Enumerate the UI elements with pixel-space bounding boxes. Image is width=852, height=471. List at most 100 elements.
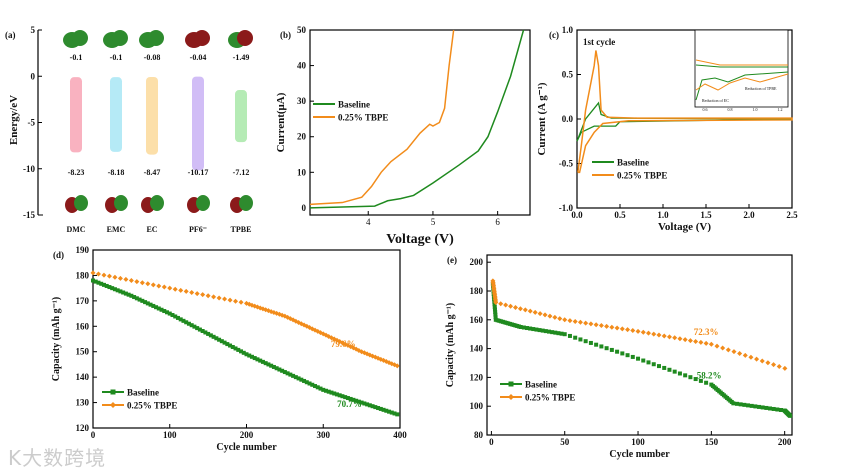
baseline-marker [365, 402, 370, 407]
baseline-marker [387, 409, 392, 414]
y-axis-label: Capacity (mAh g⁻¹) [51, 297, 62, 381]
legend-label: 0.25% TBPE [617, 171, 667, 181]
x-tick-label: 400 [393, 430, 407, 440]
tbpe-marker [498, 301, 504, 307]
inset-annotation: Reduction of EC [702, 98, 729, 103]
y-tick-label: 0.0 [562, 114, 574, 124]
tbpe-marker [572, 318, 578, 324]
baseline-marker [175, 315, 180, 320]
baseline-marker [269, 363, 274, 368]
tbpe-marker [527, 308, 533, 314]
watermark: K大数跨境 [8, 446, 107, 470]
inset-x-tick-label: 1.0 [753, 107, 758, 112]
baseline-marker [332, 391, 337, 396]
inset-baseline-upper [695, 64, 788, 68]
panel-a: 5 0 -5 -10 -15 (a) Energy/eV -0.1 -8.23 DMC -0.1 -8… [5, 25, 253, 234]
legend-label: Baseline [525, 380, 557, 390]
tbpe-marker [661, 333, 667, 339]
y-tick-label: 0.5 [562, 70, 574, 80]
baseline-marker [775, 407, 780, 412]
tbpe-retention-label: 72.3% [694, 327, 719, 337]
baseline-marker [543, 329, 548, 334]
baseline-marker [651, 362, 656, 367]
baseline-marker [578, 337, 583, 342]
baseline-marker [395, 412, 400, 417]
tbpe-marker [194, 291, 200, 297]
y-tick-label: 20 [297, 132, 307, 142]
y-tick-label: 0 [302, 203, 307, 213]
baseline-marker [288, 372, 293, 377]
baseline-marker [764, 405, 769, 410]
x-tick-label: 1.0 [657, 210, 669, 220]
tbpe-marker [577, 319, 583, 325]
panel-label: (e) [447, 255, 457, 265]
baseline-marker [340, 394, 345, 399]
x-axis-label: Cycle number [609, 449, 670, 460]
baseline-marker [126, 292, 131, 297]
y-tick-label: 180 [76, 270, 90, 280]
y-axis-label: Capacity (mAh g⁻¹) [445, 303, 456, 387]
baseline-marker [291, 373, 296, 378]
y-tick-label: 200 [470, 257, 484, 267]
baseline-marker [370, 404, 375, 409]
baseline-marker [112, 287, 117, 292]
tbpe-marker [776, 363, 782, 369]
baseline-marker [615, 349, 620, 354]
baseline-marker [159, 307, 164, 312]
y-tick-label: -15 [23, 210, 35, 220]
baseline-marker [145, 301, 150, 306]
baseline-marker [299, 377, 304, 382]
y-tick-label: 160 [76, 321, 90, 331]
baseline-marker [222, 340, 227, 345]
legend-marker [508, 381, 514, 387]
baseline-marker [583, 339, 588, 344]
tbpe-line [309, 29, 455, 206]
y-tick-label: 120 [470, 372, 484, 382]
baseline-marker [170, 313, 175, 318]
baseline-marker [225, 342, 230, 347]
x-tick-label: 2.5 [786, 210, 798, 220]
baseline-marker [604, 346, 609, 351]
tbpe-marker [205, 293, 211, 299]
tbpe-marker [640, 329, 646, 335]
y-tick-label: -1.0 [559, 203, 574, 213]
homo-value: -7.12 [233, 168, 250, 177]
baseline-marker [219, 339, 224, 344]
baseline-marker [107, 285, 112, 290]
tbpe-marker [134, 279, 140, 285]
tbpe-marker [128, 278, 134, 284]
tbpe-marker [759, 358, 765, 364]
baseline-marker [760, 405, 765, 410]
plot-frame [309, 29, 531, 216]
tbpe-marker [630, 327, 636, 333]
tbpe-marker [150, 282, 156, 288]
y-tick-label: -5 [28, 118, 36, 128]
lumo-value: -1.49 [233, 53, 250, 62]
baseline-marker [230, 344, 235, 349]
legend-label: 0.25% TBPE [127, 401, 177, 411]
baseline-marker [285, 371, 290, 376]
baseline-marker [91, 278, 95, 283]
baseline-marker [788, 413, 793, 418]
baseline-marker [318, 386, 323, 391]
baseline-marker [688, 375, 693, 380]
lumo-value: -0.08 [144, 53, 161, 62]
inset-tbpe-lower [695, 73, 789, 91]
baseline-marker [376, 406, 381, 411]
tbpe-marker [503, 302, 509, 308]
baseline-marker [559, 331, 564, 336]
baseline-marker [315, 385, 320, 390]
inset-x-tick-label: 0.8 [728, 107, 733, 112]
baseline-marker [662, 365, 667, 370]
baseline-marker [282, 370, 287, 375]
tbpe-marker [517, 306, 523, 312]
baseline-marker [540, 328, 545, 333]
baseline-marker [698, 378, 703, 383]
baseline-marker [636, 356, 641, 361]
baseline-marker [334, 392, 339, 397]
baseline-marker [550, 330, 555, 335]
baseline-marker [203, 330, 208, 335]
tbpe-marker [101, 272, 107, 278]
tbpe-marker [677, 336, 683, 342]
baseline-marker [217, 337, 222, 342]
